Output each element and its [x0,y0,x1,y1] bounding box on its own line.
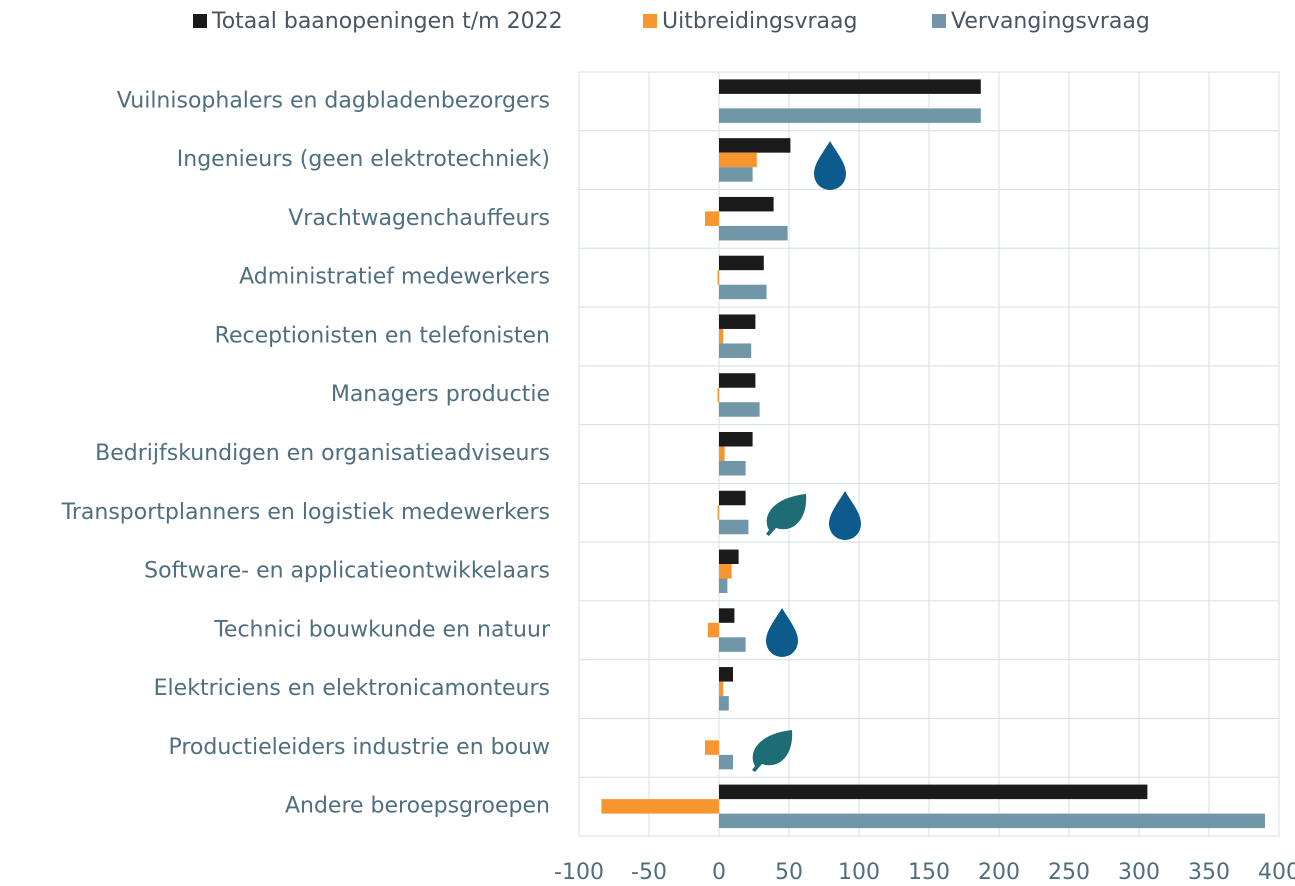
leaf-icon [766,494,807,536]
bar [719,637,746,652]
bar [719,784,1148,800]
bar [719,167,753,182]
bar [719,813,1265,829]
bar [719,754,733,770]
bar [719,696,729,711]
category-label: Technici bouwkunde en natuur [213,617,551,642]
bar [719,402,760,417]
bar [719,138,791,153]
legend: Totaal baanopeningen t/m 2022 Uitbreiding… [193,9,1150,34]
water-icon [829,491,861,540]
bar [717,387,719,403]
bar [719,461,746,476]
bar [719,519,749,535]
bar [719,549,739,565]
x-tick-label: 300 [1118,860,1160,885]
bar [719,196,774,212]
bar [601,799,719,814]
legend-label: Vervangingsvraag [951,9,1150,34]
bar [719,328,724,344]
legend-swatch [643,14,657,28]
bar [719,681,724,697]
bar [719,314,756,329]
bar [719,608,735,623]
water-icon [814,141,846,190]
leaf-icon [752,730,793,772]
x-tick-label: -50 [631,860,667,885]
category-label: Vrachtwagenchauffeurs [288,206,550,231]
bar [719,343,752,358]
water-icon [766,608,798,657]
bar [705,740,719,755]
category-label: Bedrijfskundigen en organisatieadviseurs [95,441,550,466]
bar [719,578,728,594]
bar [719,255,764,271]
x-tick-label: -100 [554,860,604,885]
bar [719,225,788,241]
bar [707,622,719,638]
bar [705,211,719,226]
x-tick-label: 400 [1258,860,1295,885]
bar [719,79,981,94]
bar [719,446,725,461]
bar [719,152,757,168]
category-label: Receptionisten en telefonisten [215,323,550,348]
bar [719,373,756,388]
x-tick-label: 150 [908,860,950,885]
bar [719,490,746,506]
x-tick-label: 50 [775,860,803,885]
bar [719,284,767,300]
category-label: Andere beroepsgroepen [285,794,550,819]
bar [719,432,753,447]
category-label: Ingenieurs (geen elektrotechniek) [177,147,550,172]
legend-swatch [932,14,946,28]
bar [717,505,719,520]
x-tick-label: 350 [1188,860,1230,885]
category-label: Administratief medewerkers [239,265,550,290]
bar [717,270,719,285]
bar [719,108,981,123]
category-label: Managers productie [331,382,550,407]
x-tick-label: 100 [838,860,880,885]
x-tick-label: 0 [712,860,726,885]
icons [752,141,861,772]
legend-swatch [193,14,207,28]
x-tick-label: 250 [1048,860,1090,885]
category-label: Software- en applicatieontwikkelaars [144,559,550,584]
legend-label: Totaal baanopeningen t/m 2022 [211,9,563,34]
legend-label: Uitbreidingsvraag [662,9,857,34]
category-label: Elektriciens en elektronicamonteurs [154,676,550,701]
category-label: Productieleiders industrie en bouw [168,735,550,760]
bar [719,667,733,682]
category-label: Vuilnisophalers en dagbladenbezorgers [117,88,550,113]
category-label: Transportplanners en logistiek medewerke… [61,500,550,525]
bar [719,564,732,579]
x-tick-label: 200 [978,860,1020,885]
